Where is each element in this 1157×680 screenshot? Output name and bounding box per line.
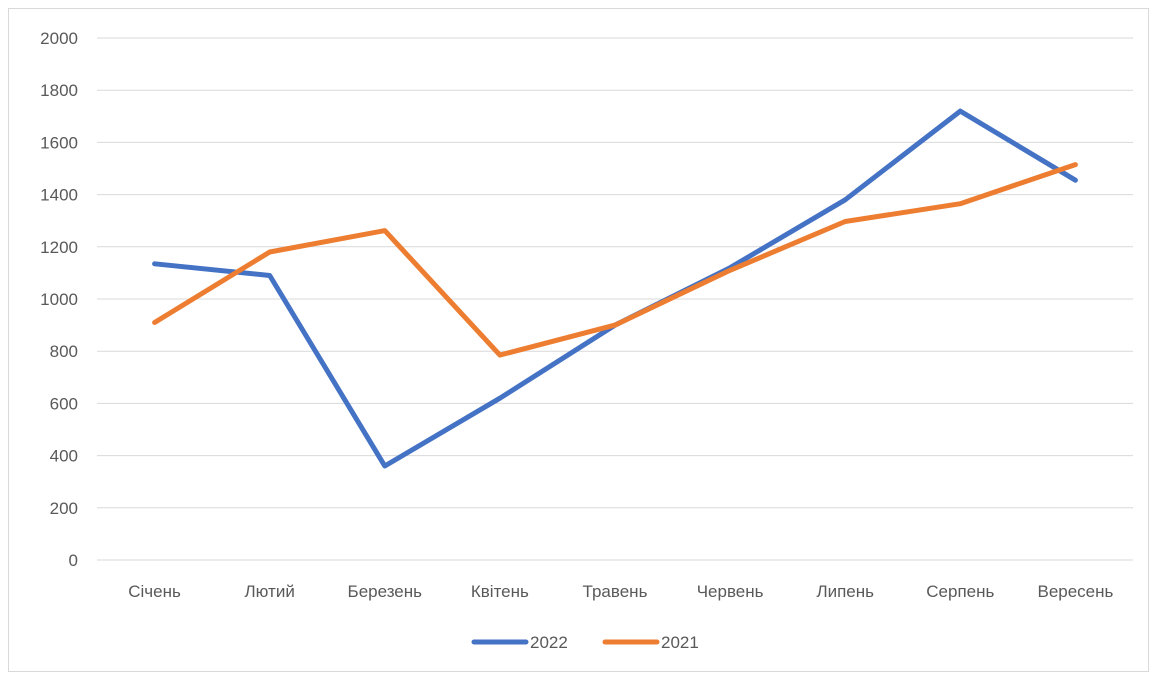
y-tick-label: 1800 — [40, 81, 78, 100]
y-axis-tick-labels: 0 200 400 600 800 1000 1200 1400 1600 1800 2000 — [40, 29, 78, 570]
x-axis-tick-labels: Січень Лютий Березень Квітень Травень Червень… — [128, 582, 1113, 601]
series-line-2022 — [152, 108, 1078, 469]
y-tick-label: 1000 — [40, 290, 78, 309]
x-tick-label: Січень — [128, 582, 181, 601]
legend: 2022 2021 — [471, 633, 699, 652]
x-tick-label: Серпень — [926, 582, 994, 601]
y-tick-label: 800 — [50, 342, 78, 361]
y-tick-label: 2000 — [40, 29, 78, 48]
y-tick-label: 1400 — [40, 186, 78, 205]
x-tick-label: Травень — [583, 582, 648, 601]
x-tick-label: Вересень — [1037, 582, 1113, 601]
y-tick-label: 400 — [50, 447, 78, 466]
x-tick-label: Квітень — [471, 582, 529, 601]
x-tick-label: Березень — [348, 582, 423, 601]
y-tick-label: 200 — [50, 499, 78, 518]
series-line-2021 — [152, 162, 1078, 358]
y-tick-label: 1200 — [40, 238, 78, 257]
y-tick-label: 600 — [50, 394, 78, 413]
gridlines — [97, 37, 1133, 561]
y-tick-label: 1600 — [40, 133, 78, 152]
chart-frame — [8, 8, 1149, 672]
y-tick-label: 0 — [69, 551, 78, 570]
x-tick-label: Липень — [816, 582, 874, 601]
x-tick-label: Червень — [697, 582, 764, 601]
series-lines — [152, 108, 1078, 469]
legend-label-2022: 2022 — [530, 633, 568, 652]
x-tick-label: Лютий — [245, 582, 295, 601]
legend-label-2021: 2021 — [661, 633, 699, 652]
